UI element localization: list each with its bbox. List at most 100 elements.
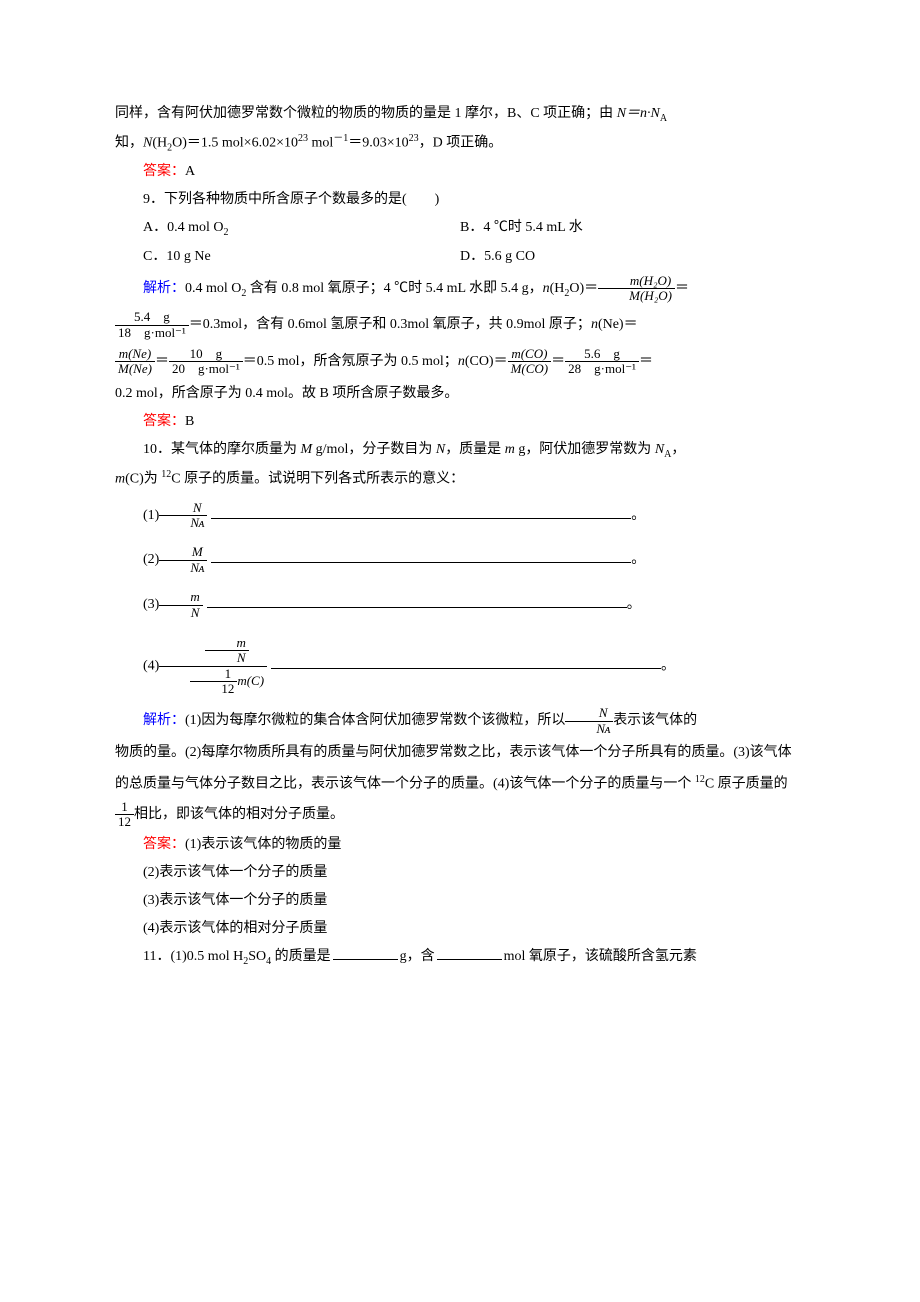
fraction: m(CO)M(CO): [508, 347, 552, 377]
text: 表示该气体的: [613, 713, 697, 728]
numerator: N: [159, 501, 207, 516]
numerator: m(CO): [508, 347, 552, 362]
text: ，质量是: [445, 442, 505, 457]
q10-sub2: (2)MNᴀ。: [115, 538, 805, 583]
explanation-9-cont3: 0.2 mol，所含原子为 0.4 mol。故 B 项所含原子数最多。: [115, 380, 805, 408]
text: A．0.4 mol O: [143, 220, 224, 235]
q10-sub3: (3)mN。: [115, 583, 805, 628]
text: 0.4 mol O: [185, 281, 241, 296]
fraction: mN: [159, 590, 202, 620]
answer-value: B: [185, 414, 194, 429]
answer-label: 答案：: [143, 414, 185, 429]
document-page: 同样，含有阿伏加德罗常数个微粒的物质的物质的量是 1 摩尔，B、C 项正确；由 …: [0, 0, 920, 1032]
text: g/mol，分子数目为: [312, 442, 436, 457]
text: (H: [152, 135, 167, 150]
numerator: mN: [159, 636, 267, 667]
answer-10-2: (2)表示该气体一个分子的质量: [115, 859, 805, 887]
text: ＝: [675, 281, 689, 296]
label: (1): [143, 508, 159, 523]
question-9: 9．下列各种物质中所含原子个数最多的是( ): [115, 186, 805, 214]
answer-10-3: (3)表示该气体一个分子的质量: [115, 887, 805, 915]
var: N: [436, 442, 445, 457]
text: g，含: [400, 949, 435, 964]
text: 相比，即该气体的相对分子质量。: [134, 807, 344, 822]
fraction: m(Ne)M(Ne): [115, 347, 155, 377]
text: ，D 项正确。: [419, 135, 503, 150]
denominator: M(H₂O): [598, 289, 675, 303]
denominator: 112m(C): [159, 667, 267, 697]
text: 知，: [115, 135, 143, 150]
text: 11．(1)0.5 mol H: [143, 949, 243, 964]
period: 。: [631, 552, 645, 567]
fraction: NNᴀ: [565, 706, 613, 736]
explanation-9-cont: 5.4 g18 g·mol⁻¹＝0.3mol，含有 0.6mol 氢原子和 0.…: [115, 307, 805, 343]
q10-sub1: (1)NNᴀ 。: [115, 494, 805, 539]
numerator: 5.6 g: [565, 347, 639, 362]
text: ＝0.5 mol，所含氖原子为 0.5 mol；: [243, 354, 458, 369]
inner-num: m: [205, 636, 248, 651]
text: (1)因为每摩尔微粒的集合体含阿伏加德罗常数个该微粒，所以: [185, 713, 565, 728]
fraction: 5.4 g18 g·mol⁻¹: [115, 310, 189, 340]
denominator: Nᴀ: [565, 722, 613, 736]
inner-num: 1: [190, 667, 237, 682]
inner-den: 12: [190, 682, 237, 696]
text: 同样，含有阿伏加德罗常数个微粒的物质的物质的量是 1 摩尔，B、C 项正确；由: [115, 106, 617, 121]
numerator: m(Ne): [115, 347, 155, 362]
explanation-9: 解析：0.4 mol O2 含有 0.8 mol 氧原子；4 ℃时 5.4 mL…: [115, 271, 805, 307]
q9-options-row1: A．0.4 mol O2 B．4 ℃时 5.4 mL 水: [115, 214, 805, 243]
text: SO: [248, 949, 266, 964]
q9-options-row2: C．10 g Ne D．5.6 g CO: [115, 243, 805, 271]
sup: 23: [409, 133, 419, 144]
var: n: [543, 281, 550, 296]
var: n: [458, 354, 465, 369]
q10-sub4: (4) mN 112m(C) 。: [115, 636, 805, 696]
text: ＝: [639, 354, 653, 369]
period: 。: [631, 508, 645, 523]
text: (H: [550, 281, 565, 296]
answer-blank: [211, 504, 631, 519]
complex-fraction: mN 112m(C): [159, 636, 267, 696]
numerator: 1: [115, 800, 134, 815]
inner-fraction: mN: [205, 636, 248, 666]
explain-label: 解析：: [143, 281, 185, 296]
sup: －1: [333, 133, 348, 144]
explanation-10-cont: 物质的量。(2)每摩尔物质所具有的质量与阿伏加德罗常数之比，表示该气体一个分子所…: [115, 738, 805, 831]
denominator: 28 g·mol⁻¹: [565, 362, 639, 376]
text: ＝: [155, 354, 169, 369]
text: C 原子的质量。试说明下列各式所表示的意义：: [171, 472, 464, 487]
denominator: 20 g·mol⁻¹: [169, 362, 243, 376]
text: ，: [671, 442, 685, 457]
denominator: M(Ne): [115, 362, 155, 376]
text: ＝: [551, 354, 565, 369]
numerator: 10 g: [169, 347, 243, 362]
label: (3): [143, 597, 159, 612]
fraction: 10 g20 g·mol⁻¹: [169, 347, 243, 377]
inner-den: N: [205, 651, 248, 665]
fraction: NNᴀ: [159, 501, 207, 531]
var: m: [115, 472, 125, 487]
var: m: [505, 442, 515, 457]
text: (Ne)＝: [598, 317, 638, 332]
numerator: M: [159, 545, 207, 560]
denominator: Nᴀ: [159, 516, 207, 530]
explanation-10: 解析：(1)因为每摩尔微粒的集合体含阿伏加德罗常数个该微粒，所以NNᴀ表示该气体…: [115, 704, 805, 738]
text: mol 氧原子，该硫酸所含氢元素: [504, 949, 697, 964]
option-c: C．10 g Ne: [115, 243, 460, 271]
denominator: M(CO): [508, 362, 552, 376]
answer-blank: [207, 593, 627, 608]
intro-para: 同样，含有阿伏加德罗常数个微粒的物质的物质的量是 1 摩尔，B、C 项正确；由 …: [115, 100, 805, 129]
var: M: [301, 442, 313, 457]
question-10-cont: m(C)为 12C 原子的质量。试说明下列各式所表示的意义：: [115, 465, 805, 494]
subscript: A: [660, 113, 667, 124]
answer-10: 答案：(1)表示该气体的物质的量: [115, 831, 805, 859]
var: N: [655, 442, 664, 457]
numerator: N: [565, 706, 613, 721]
answer-10-4: (4)表示该气体的相对分子质量: [115, 915, 805, 943]
intro-para-2: 知，N(H2O)＝1.5 mol×6.02×1023 mol－1＝9.03×10…: [115, 129, 805, 158]
text: mol: [308, 135, 333, 150]
denominator: 18 g·mol⁻¹: [115, 326, 189, 340]
explain-label: 解析：: [143, 713, 185, 728]
text: 10．某气体的摩尔质量为: [143, 442, 301, 457]
denominator: N: [159, 606, 202, 620]
sup: 12: [161, 469, 171, 480]
